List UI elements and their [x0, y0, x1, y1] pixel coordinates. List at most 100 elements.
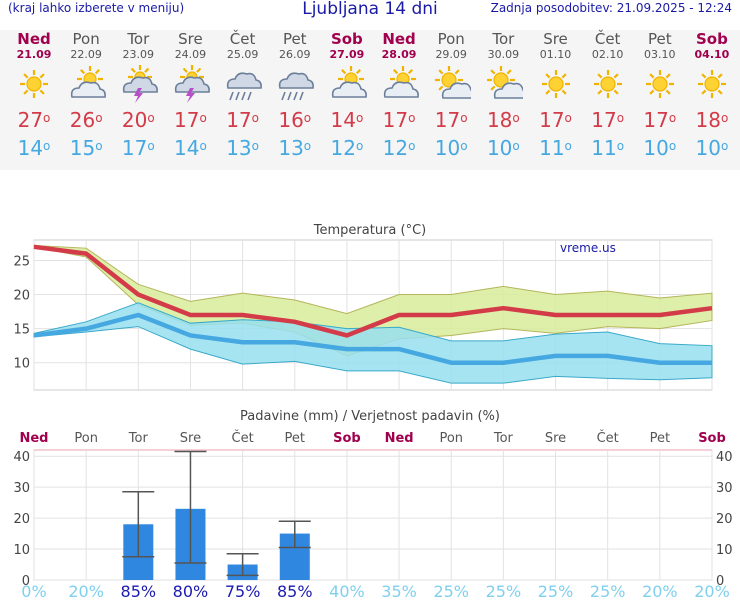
sun-icon — [8, 62, 60, 106]
precip-probability-label: 85% — [121, 582, 157, 600]
day-date: 26.09 — [279, 48, 311, 61]
temperature-chart-title: Temperatura (°C) — [313, 223, 426, 238]
day-column: Ned 28.09 17o 12o — [373, 30, 425, 162]
precip-day-label: Sre — [180, 431, 201, 446]
day-date: 29.09 — [435, 48, 467, 61]
min-temp: 12o — [330, 136, 364, 160]
precip-day-label: Ned — [19, 431, 48, 446]
precip-probability-label: 20% — [694, 582, 730, 600]
day-column: Sob 27.09 14o 12o — [321, 30, 373, 162]
day-name: Sob — [330, 30, 363, 48]
day-column: Pet 03.10 17o 10o — [634, 30, 686, 162]
day-name: Ned — [382, 30, 416, 48]
min-temp: 14o — [17, 136, 51, 160]
day-name: Tor — [492, 30, 515, 48]
precip-y-tick-right: 20 — [716, 512, 733, 527]
precip-day-label: Sob — [698, 431, 726, 446]
daily-forecast-strip: Ned 21.09 27o 14o Pon 22.09 26o 15o Tor 23.09 20o 1… — [0, 30, 740, 170]
sun-icon — [634, 62, 686, 106]
day-column: Sre 01.10 17o 11o — [530, 30, 582, 162]
min-temp: 13o — [226, 136, 259, 160]
temp-y-tick-label: 15 — [13, 323, 30, 338]
precip-probability-label: 40% — [329, 582, 365, 600]
max-temp: 20o — [121, 108, 155, 132]
precip-probability-label: 75% — [225, 582, 261, 600]
day-name: Sob — [696, 30, 728, 48]
min-temp: 17o — [121, 136, 155, 160]
temp-y-tick-label: 20 — [13, 289, 30, 304]
day-column: Pet 26.09 16o 13o — [269, 30, 321, 162]
max-temp: 16o — [278, 108, 312, 132]
day-date: 28.09 — [381, 48, 417, 61]
day-name: Pon — [437, 30, 465, 48]
day-name: Tor — [127, 30, 150, 48]
day-date: 22.09 — [70, 48, 102, 61]
max-temp: 14o — [330, 108, 364, 132]
precip-day-label: Tor — [128, 431, 149, 446]
max-temp: 17o — [382, 108, 416, 132]
day-column: Sob 04.10 18o 10o — [686, 30, 738, 162]
header-bar: (kraj lahko izberete v meniju) Ljubljana… — [0, 0, 740, 20]
precip-y-tick-left: 20 — [13, 512, 30, 527]
day-name: Sre — [178, 30, 203, 48]
precip-day-label: Sob — [333, 431, 361, 446]
partly-cloudy-icon — [321, 62, 373, 106]
precip-day-label: Pet — [285, 431, 305, 446]
precip-day-label: Tor — [493, 431, 514, 446]
precip-y-tick-left: 30 — [13, 481, 30, 496]
max-temp: 17o — [174, 108, 207, 132]
day-column: Čet 02.10 17o 11o — [582, 30, 634, 162]
max-temp: 18o — [695, 108, 729, 132]
precip-probability-label: 25% — [486, 582, 522, 600]
max-temp: 17o — [591, 108, 625, 132]
precip-y-tick-left: 40 — [13, 450, 30, 465]
max-temp: 18o — [486, 108, 520, 132]
min-temp: 10o — [643, 136, 677, 160]
precip-day-label: Čet — [597, 430, 619, 446]
min-temp: 15o — [69, 136, 103, 160]
day-date: 27.09 — [329, 48, 365, 61]
sun-icon — [582, 62, 634, 106]
precip-day-label: Ned — [385, 431, 414, 446]
day-name: Pet — [647, 30, 672, 48]
sun-icon — [530, 62, 582, 106]
precip-probability-label: 25% — [590, 582, 626, 600]
thunderstorm-icon — [164, 62, 216, 106]
day-date: 01.10 — [539, 48, 572, 61]
page-title: Ljubljana 14 dni — [302, 0, 438, 19]
min-temp: 10o — [434, 136, 468, 160]
rain-cloud-icon — [217, 62, 269, 106]
day-name: Čet — [229, 30, 256, 48]
precip-probability-label: 0% — [21, 582, 46, 600]
watermark: vreme.us — [560, 241, 616, 255]
max-temp: 17o — [226, 108, 259, 132]
precip-day-label: Čet — [232, 430, 254, 446]
min-temp: 10o — [695, 136, 729, 160]
day-date: 04.10 — [694, 48, 730, 61]
min-temp: 11o — [591, 136, 625, 160]
precip-probability-label: 35% — [381, 582, 417, 600]
min-temp: 13o — [278, 136, 312, 160]
day-date: 03.10 — [644, 48, 676, 61]
precip-day-label: Pet — [650, 431, 670, 446]
min-temp: 12o — [382, 136, 416, 160]
min-temp: 14o — [174, 136, 207, 160]
day-name: Sre — [543, 30, 568, 48]
precip-probability-label: 80% — [173, 582, 209, 600]
precip-day-label: Pon — [74, 431, 98, 446]
max-temp: 17o — [434, 108, 468, 132]
temp-y-tick-label: 10 — [13, 357, 30, 372]
day-column: Sre 24.09 17o 14o — [164, 30, 216, 162]
precip-chart-title: Padavine (mm) / Verjetnost padavin (%) — [240, 409, 500, 424]
day-date: 21.09 — [16, 48, 52, 61]
precip-y-tick-right: 30 — [716, 481, 733, 496]
precip-probability-label: 85% — [277, 582, 313, 600]
min-temp: 11o — [539, 136, 572, 160]
max-temp: 27o — [17, 108, 51, 132]
partly-cloudy-icon — [60, 62, 112, 106]
day-name: Ned — [17, 30, 51, 48]
sun-cloud-icon — [477, 62, 529, 106]
day-column: Ned 21.09 27o 14o — [8, 30, 60, 162]
min-temp: 10o — [486, 136, 520, 160]
day-date: 25.09 — [226, 48, 259, 61]
